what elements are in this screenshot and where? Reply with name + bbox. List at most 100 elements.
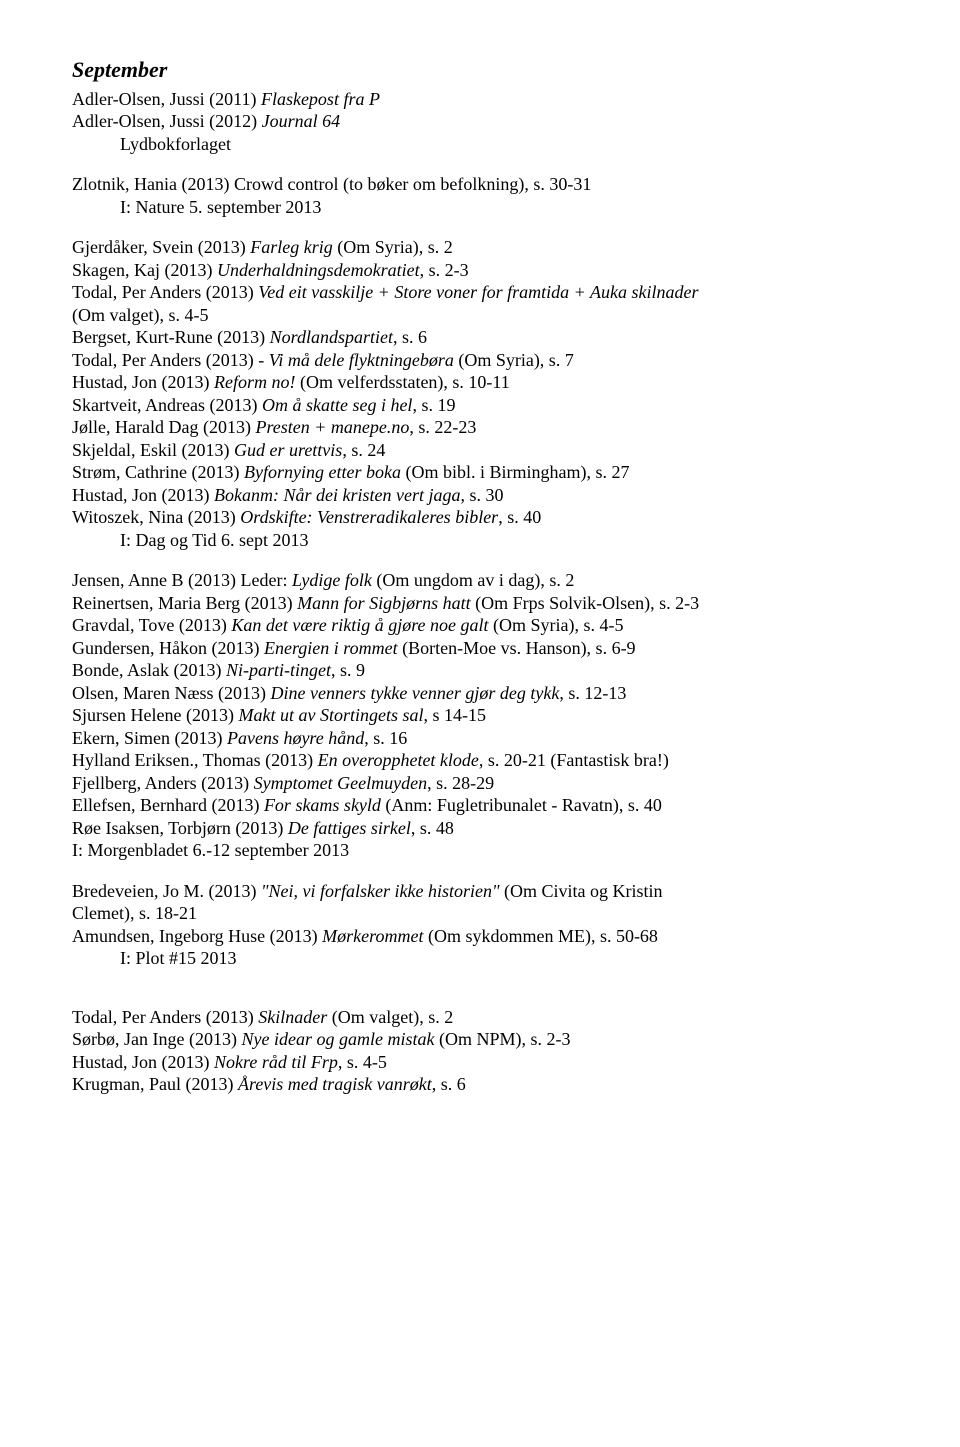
citation-title: Kan det være riktig å gjøre noe galt (231, 615, 488, 635)
citation-suffix: (Om velferdsstaten), s. 10-11 (295, 372, 509, 392)
citation-author-year: Bonde, Aslak (2013) (72, 660, 226, 680)
citation-title: Mann for Sigbjørns hatt (297, 593, 471, 613)
citation-suffix: , s. 16 (364, 728, 407, 748)
citation-author-year: (Om valget), s. 4-5 (72, 305, 208, 325)
citation-author-year: Todal, Per Anders (2013) (72, 282, 258, 302)
citation-line: Todal, Per Anders (2013) Skilnader (Om v… (72, 1006, 900, 1029)
citation-line: Amundsen, Ingeborg Huse (2013) Mørkeromm… (72, 925, 900, 948)
citation-author-year: I: Plot #15 2013 (120, 948, 237, 968)
citation-line: I: Nature 5. september 2013 (72, 196, 900, 219)
citation-line: I: Morgenbladet 6.-12 september 2013 (72, 839, 900, 862)
citation-line: Lydbokforlaget (72, 133, 900, 156)
citation-line: Hylland Eriksen., Thomas (2013) En overo… (72, 749, 900, 772)
citation-suffix: (Om Frps Solvik-Olsen), s. 2-3 (471, 593, 700, 613)
citation-title: Makt ut av Stortingets sal (238, 705, 423, 725)
citation-line: Krugman, Paul (2013) Årevis med tragisk … (72, 1073, 900, 1096)
citation-suffix: , s. 4-5 (338, 1052, 387, 1072)
citation-line: I: Plot #15 2013 (72, 947, 900, 970)
citation-line: Zlotnik, Hania (2013) Crowd control (to … (72, 173, 900, 196)
citation-line: Bredeveien, Jo M. (2013) "Nei, vi forfal… (72, 880, 900, 903)
citation-title: En overopphetet klode (318, 750, 479, 770)
citation-line: Todal, Per Anders (2013) - Vi må dele fl… (72, 349, 900, 372)
citation-block-6: Todal, Per Anders (2013) Skilnader (Om v… (72, 1006, 900, 1096)
citation-author-year: Fjellberg, Anders (2013) (72, 773, 254, 793)
citation-author-year: Gjerdåker, Svein (2013) (72, 237, 250, 257)
citation-title: Underhaldningsdemokratiet (217, 260, 420, 280)
citation-author-year: Witoszek, Nina (2013) (72, 507, 240, 527)
citation-title: Nordlandspartiet (270, 327, 393, 347)
citation-title: Lydige folk (292, 570, 372, 590)
citation-suffix: (Om Civita og Kristin (500, 881, 663, 901)
citation-block-4: Jensen, Anne B (2013) Leder: Lydige folk… (72, 569, 900, 862)
citation-title: Om å skatte seg i hel (262, 395, 412, 415)
citation-author-year: Sørbø, Jan Inge (2013) (72, 1029, 241, 1049)
citation-line: Reinertsen, Maria Berg (2013) Mann for S… (72, 592, 900, 615)
citation-author-year: Hylland Eriksen., Thomas (2013) (72, 750, 318, 770)
citation-suffix: (Om ungdom av i dag), s. 2 (372, 570, 574, 590)
citation-title: "Nei, vi forfalsker ikke historien" (261, 881, 500, 901)
citation-suffix: (Anm: Fugletribunalet - Ravatn), s. 40 (381, 795, 662, 815)
citation-author-year: Hustad, Jon (2013) (72, 372, 214, 392)
citation-title: Farleg krig (250, 237, 333, 257)
citation-title: Skilnader (258, 1007, 327, 1027)
citation-line: Strøm, Cathrine (2013) Byfornying etter … (72, 461, 900, 484)
citation-author-year: Olsen, Maren Næss (2013) (72, 683, 270, 703)
citation-title: Dine venners tykke venner gjør deg tykk (270, 683, 559, 703)
citation-author-year: Reinertsen, Maria Berg (2013) (72, 593, 297, 613)
citation-title: Journal 64 (262, 111, 341, 131)
citation-suffix: , s. 22-23 (409, 417, 476, 437)
citation-author-year: I: Nature 5. september 2013 (120, 197, 321, 217)
citation-author-year: Todal, Per Anders (2013) - (72, 350, 269, 370)
citation-author-year: Skagen, Kaj (2013) (72, 260, 217, 280)
citation-line: Adler-Olsen, Jussi (2012) Journal 64 (72, 110, 900, 133)
citation-title: Nye idear og gamle mistak (241, 1029, 434, 1049)
citation-author-year: I: Morgenbladet 6.-12 september 2013 (72, 840, 349, 860)
citation-author-year: Gravdal, Tove (2013) (72, 615, 231, 635)
citation-suffix: (Om Syria), s. 2 (333, 237, 453, 257)
citation-suffix: (Borten-Moe vs. Hanson), s. 6-9 (398, 638, 636, 658)
citation-author-year: Adler-Olsen, Jussi (2012) (72, 111, 262, 131)
citation-suffix: , s. 40 (498, 507, 541, 527)
citation-author-year: Adler-Olsen, Jussi (2011) (72, 89, 261, 109)
citation-author-year: Ekern, Simen (2013) (72, 728, 227, 748)
citation-author-year: Jølle, Harald Dag (2013) (72, 417, 255, 437)
citation-author-year: I: Dag og Tid 6. sept 2013 (120, 530, 309, 550)
citation-author-year: Jensen, Anne B (2013) Leder: (72, 570, 292, 590)
citation-title: Presten + manepe.no (255, 417, 409, 437)
citation-suffix: (Om bibl. i Birmingham), s. 27 (401, 462, 630, 482)
citation-line: Bergset, Kurt-Rune (2013) Nordlandsparti… (72, 326, 900, 349)
citation-author-year: Ellefsen, Bernhard (2013) (72, 795, 264, 815)
citation-author-year: Bredeveien, Jo M. (2013) (72, 881, 261, 901)
citation-line: Olsen, Maren Næss (2013) Dine venners ty… (72, 682, 900, 705)
citation-line: Gundersen, Håkon (2013) Energien i romme… (72, 637, 900, 660)
citation-block-2: Zlotnik, Hania (2013) Crowd control (to … (72, 173, 900, 218)
citation-suffix: , s. 6 (432, 1074, 466, 1094)
citation-line: Bonde, Aslak (2013) Ni-parti-tinget, s. … (72, 659, 900, 682)
citation-line: Todal, Per Anders (2013) Ved eit vasskil… (72, 281, 900, 304)
citation-block-3: Gjerdåker, Svein (2013) Farleg krig (Om … (72, 236, 900, 551)
citation-author-year: Zlotnik, Hania (2013) Crowd control (to … (72, 174, 591, 194)
citation-author-year: Hustad, Jon (2013) (72, 485, 214, 505)
citation-line: Skartveit, Andreas (2013) Om å skatte se… (72, 394, 900, 417)
citation-suffix: , s. 6 (393, 327, 427, 347)
citation-title: Mørkerommet (322, 926, 423, 946)
citation-suffix: , s. 28-29 (427, 773, 494, 793)
citation-author-year: Todal, Per Anders (2013) (72, 1007, 258, 1027)
citation-line: Hustad, Jon (2013) Reform no! (Om velfer… (72, 371, 900, 394)
citation-author-year: Røe Isaksen, Torbjørn (2013) (72, 818, 288, 838)
citation-suffix: (Om valget), s. 2 (327, 1007, 453, 1027)
citation-line: Skjeldal, Eskil (2013) Gud er urettvis, … (72, 439, 900, 462)
citation-suffix: , s. 30 (460, 485, 503, 505)
citation-line: Witoszek, Nina (2013) Ordskifte: Venstre… (72, 506, 900, 529)
citation-suffix: , s 14-15 (423, 705, 486, 725)
citation-suffix: , s. 24 (342, 440, 385, 460)
citation-title: Ni-parti-tinget (226, 660, 331, 680)
citation-line: Røe Isaksen, Torbjørn (2013) De fattiges… (72, 817, 900, 840)
citation-title: For skams skyld (264, 795, 381, 815)
citation-author-year: Bergset, Kurt-Rune (2013) (72, 327, 270, 347)
citation-line: Gravdal, Tove (2013) Kan det være riktig… (72, 614, 900, 637)
citation-line: Sjursen Helene (2013) Makt ut av Stortin… (72, 704, 900, 727)
citation-title: Reform no! (214, 372, 295, 392)
citation-author-year: Skartveit, Andreas (2013) (72, 395, 262, 415)
page-heading: September (72, 56, 900, 84)
